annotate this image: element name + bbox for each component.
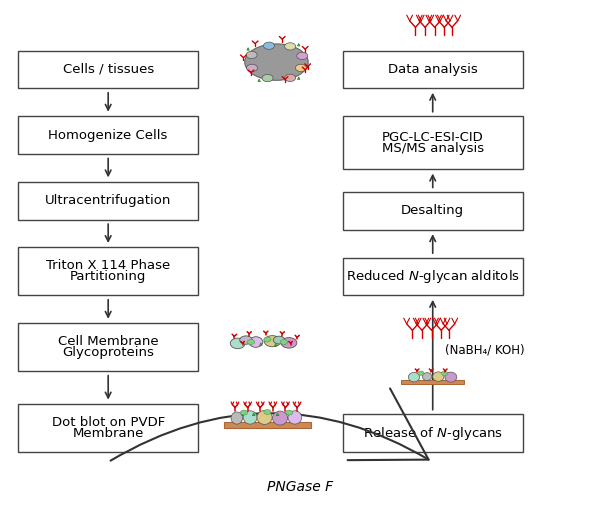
Ellipse shape [423, 373, 432, 381]
Text: MS/MS analysis: MS/MS analysis [382, 142, 484, 155]
Ellipse shape [264, 337, 271, 342]
Text: Cells / tissues: Cells / tissues [63, 63, 154, 76]
FancyBboxPatch shape [18, 323, 198, 371]
Ellipse shape [240, 410, 248, 415]
FancyBboxPatch shape [18, 50, 198, 88]
Ellipse shape [230, 338, 245, 348]
FancyBboxPatch shape [18, 404, 198, 452]
Ellipse shape [433, 372, 444, 381]
Polygon shape [260, 343, 262, 345]
Text: Reduced $\it{N}$-glycan alditols: Reduced $\it{N}$-glycan alditols [346, 268, 520, 285]
Ellipse shape [272, 411, 288, 425]
Ellipse shape [262, 74, 273, 82]
Ellipse shape [295, 64, 307, 72]
Ellipse shape [246, 64, 258, 72]
Ellipse shape [263, 42, 275, 49]
FancyBboxPatch shape [18, 247, 198, 295]
Text: Ultracentrifugation: Ultracentrifugation [45, 194, 171, 207]
Ellipse shape [264, 336, 281, 347]
Text: Glycoproteins: Glycoproteins [63, 346, 154, 359]
Polygon shape [258, 79, 260, 82]
FancyBboxPatch shape [343, 50, 523, 88]
Ellipse shape [246, 52, 257, 59]
Text: Release of $\it{N}$-glycans: Release of $\it{N}$-glycans [362, 425, 503, 441]
Ellipse shape [257, 411, 272, 424]
FancyBboxPatch shape [18, 182, 198, 220]
Text: PNGase F: PNGase F [267, 480, 334, 494]
Ellipse shape [442, 371, 448, 376]
Polygon shape [275, 344, 277, 346]
Ellipse shape [285, 410, 293, 415]
Text: Desalting: Desalting [401, 205, 465, 217]
Ellipse shape [240, 336, 252, 344]
Ellipse shape [408, 372, 419, 382]
Polygon shape [297, 43, 300, 46]
Ellipse shape [264, 410, 271, 415]
Ellipse shape [231, 412, 243, 424]
FancyArrowPatch shape [111, 388, 429, 461]
Text: PGC-LC-ESI-CID: PGC-LC-ESI-CID [382, 131, 484, 143]
Text: Data analysis: Data analysis [388, 63, 478, 76]
Text: Cell Membrane: Cell Membrane [58, 335, 159, 348]
Polygon shape [247, 47, 249, 50]
Ellipse shape [285, 74, 296, 81]
Text: Dot blot on PVDF: Dot blot on PVDF [52, 416, 165, 429]
Text: (NaBH₄/ KOH): (NaBH₄/ KOH) [445, 343, 524, 356]
Ellipse shape [245, 44, 308, 80]
Ellipse shape [280, 339, 288, 344]
Ellipse shape [249, 337, 263, 347]
Ellipse shape [273, 336, 285, 344]
Polygon shape [297, 77, 300, 79]
Ellipse shape [285, 43, 296, 50]
FancyBboxPatch shape [343, 116, 523, 169]
Ellipse shape [288, 411, 302, 424]
Ellipse shape [418, 371, 424, 375]
FancyBboxPatch shape [18, 116, 198, 154]
Text: Triton X 114 Phase: Triton X 114 Phase [46, 260, 170, 272]
Text: Partitioning: Partitioning [70, 271, 147, 283]
Text: Membrane: Membrane [73, 427, 144, 440]
FancyBboxPatch shape [343, 192, 523, 230]
Polygon shape [276, 413, 279, 416]
FancyBboxPatch shape [343, 414, 523, 452]
Ellipse shape [281, 337, 297, 348]
Ellipse shape [297, 52, 308, 60]
FancyBboxPatch shape [224, 422, 311, 428]
Polygon shape [252, 413, 255, 416]
Ellipse shape [243, 411, 257, 424]
FancyBboxPatch shape [343, 258, 523, 295]
Text: Homogenize Cells: Homogenize Cells [49, 129, 168, 141]
Ellipse shape [445, 372, 457, 382]
Ellipse shape [247, 339, 255, 344]
FancyBboxPatch shape [401, 380, 464, 384]
